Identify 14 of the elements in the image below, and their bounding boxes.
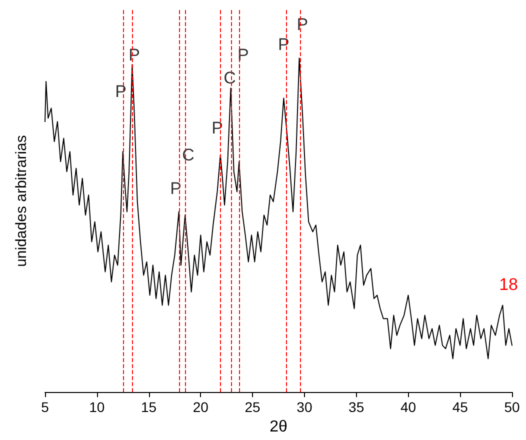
x-tick-label: 10 [89, 399, 105, 416]
x-axis-title: 2θ [270, 418, 288, 436]
x-tick-label: 30 [296, 399, 312, 416]
x-tick-label: 45 [452, 399, 468, 416]
x-tick-label: 35 [348, 399, 364, 416]
y-axis-title: unidades arbitrarias [13, 135, 30, 267]
x-tick-label: 25 [244, 399, 261, 416]
annotation: P [278, 35, 290, 54]
x-tick-label: 20 [192, 399, 209, 416]
x-tick-label: 40 [400, 399, 416, 416]
x-tick-label: 5 [41, 399, 50, 416]
annotation: 18 [499, 275, 518, 294]
x-tick-label: 50 [504, 399, 520, 416]
x-tick-label: 15 [140, 399, 157, 416]
